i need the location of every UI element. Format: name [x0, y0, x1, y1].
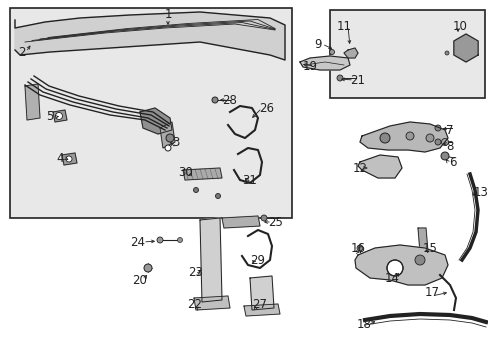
Polygon shape: [62, 153, 77, 165]
Circle shape: [177, 238, 182, 243]
Polygon shape: [357, 155, 401, 178]
Circle shape: [379, 133, 389, 143]
Circle shape: [441, 139, 447, 145]
Circle shape: [440, 152, 448, 160]
Circle shape: [165, 134, 174, 142]
Polygon shape: [354, 245, 447, 285]
Circle shape: [55, 112, 62, 120]
Text: 23: 23: [188, 266, 203, 279]
Text: 15: 15: [422, 242, 437, 255]
Circle shape: [348, 50, 353, 55]
Text: 11: 11: [336, 19, 351, 32]
Circle shape: [386, 260, 402, 276]
Polygon shape: [343, 48, 357, 58]
Text: 5: 5: [46, 111, 54, 123]
Text: 16: 16: [350, 242, 365, 255]
Circle shape: [329, 49, 334, 54]
Circle shape: [405, 132, 413, 140]
Circle shape: [143, 264, 152, 272]
Text: 10: 10: [451, 19, 467, 32]
Text: 26: 26: [259, 102, 274, 114]
Text: 9: 9: [314, 37, 321, 50]
Text: 30: 30: [178, 166, 193, 179]
Polygon shape: [160, 122, 175, 148]
Circle shape: [164, 145, 171, 151]
Bar: [329, 10, 484, 98]
Text: 12: 12: [352, 162, 367, 175]
Text: 21: 21: [350, 73, 365, 86]
Text: 3: 3: [172, 135, 179, 148]
Circle shape: [212, 97, 218, 103]
Text: 1: 1: [164, 8, 171, 21]
Text: 14: 14: [384, 271, 399, 284]
Text: 29: 29: [250, 253, 265, 266]
Polygon shape: [25, 84, 40, 120]
Circle shape: [193, 188, 198, 193]
Text: 13: 13: [472, 185, 488, 198]
Text: 28: 28: [222, 94, 237, 107]
Polygon shape: [359, 122, 447, 152]
Polygon shape: [200, 218, 222, 302]
Circle shape: [459, 42, 471, 54]
Circle shape: [425, 134, 433, 142]
Text: 24: 24: [130, 235, 145, 248]
Polygon shape: [15, 12, 285, 60]
Text: 22: 22: [187, 298, 202, 311]
Text: 17: 17: [424, 285, 439, 298]
Text: 2: 2: [18, 45, 26, 58]
Polygon shape: [222, 216, 260, 228]
Text: 19: 19: [302, 59, 317, 72]
Text: 6: 6: [448, 156, 456, 168]
Circle shape: [444, 51, 448, 55]
Circle shape: [261, 215, 266, 221]
Circle shape: [414, 255, 424, 265]
Text: 31: 31: [242, 174, 257, 186]
Text: 18: 18: [356, 319, 371, 332]
Polygon shape: [417, 228, 427, 252]
Circle shape: [336, 75, 342, 81]
Text: 7: 7: [446, 123, 453, 136]
Text: 27: 27: [252, 298, 267, 311]
Polygon shape: [249, 276, 273, 310]
Text: 25: 25: [268, 216, 283, 229]
Circle shape: [434, 139, 440, 145]
Circle shape: [66, 156, 72, 162]
Text: 8: 8: [446, 139, 453, 153]
Polygon shape: [183, 168, 222, 180]
Circle shape: [434, 125, 440, 131]
Polygon shape: [453, 34, 477, 62]
Circle shape: [157, 237, 163, 243]
Polygon shape: [299, 56, 349, 70]
Polygon shape: [194, 296, 229, 310]
Circle shape: [356, 245, 362, 251]
Circle shape: [215, 194, 220, 198]
Text: 4: 4: [56, 152, 63, 165]
Polygon shape: [53, 110, 67, 122]
Polygon shape: [140, 108, 172, 134]
Bar: [10, 8, 291, 218]
Text: 20: 20: [132, 274, 147, 287]
Polygon shape: [244, 304, 280, 316]
